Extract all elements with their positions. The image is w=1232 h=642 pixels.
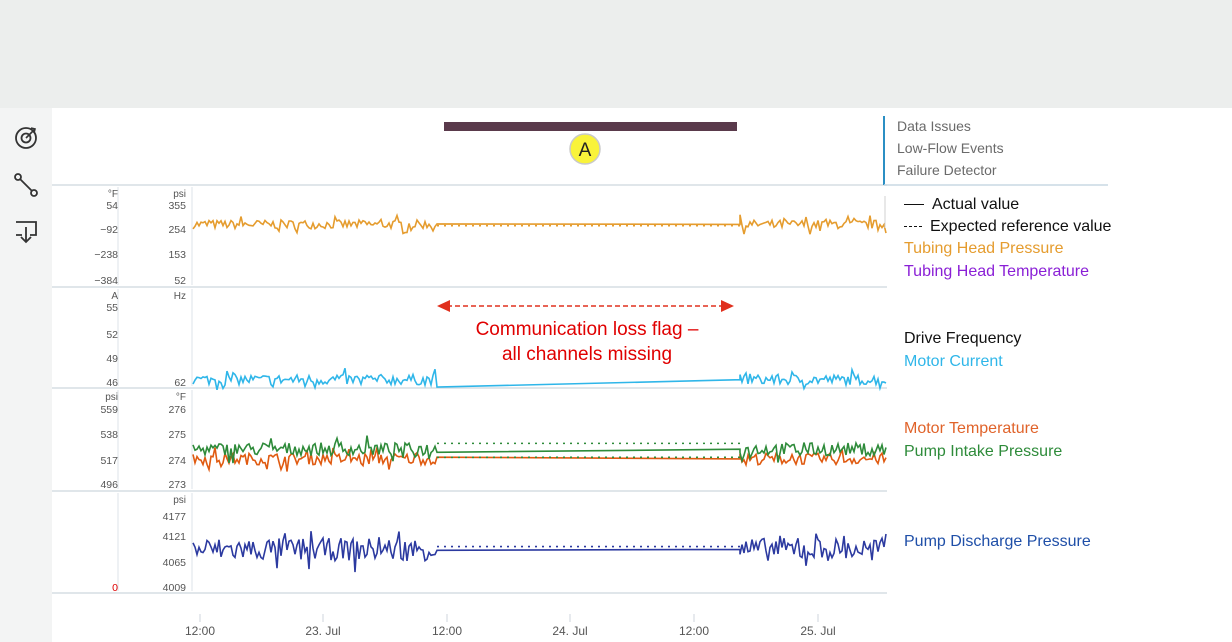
axis-tick-label: 0 — [112, 582, 118, 594]
download-icon[interactable] — [10, 218, 42, 246]
chart-axes: °F54−92−238−384psi35525415352A55524946Hz… — [94, 189, 186, 594]
axis-tick-label: 46 — [106, 377, 118, 389]
axis-tick-label: 153 — [168, 249, 186, 261]
target-icon[interactable] — [10, 124, 42, 152]
data-issue-bar[interactable] — [444, 122, 737, 131]
series-line — [192, 531, 887, 573]
issue-marker-label: A — [579, 140, 592, 161]
annotation-line-1: Communication loss flag – — [476, 319, 699, 340]
axis-tick-label: 274 — [168, 455, 186, 467]
legend-expected-label: Expected reference value — [930, 218, 1112, 235]
axis-unit: psi — [173, 189, 186, 200]
axis-tick-label: 517 — [100, 455, 118, 467]
axis-tick-label: 275 — [168, 429, 186, 441]
axis-tick-label: 54 — [106, 200, 118, 212]
axis-unit: psi — [105, 392, 118, 403]
series-line — [192, 447, 887, 473]
axis-tick-label: 49 — [106, 353, 118, 365]
axis-tick-label: 276 — [168, 404, 186, 416]
series-line — [192, 435, 887, 464]
axis-tick-label: 62 — [174, 377, 186, 389]
issue-item-data-issues[interactable]: Data Issues — [897, 118, 971, 134]
axis-unit: Hz — [174, 291, 186, 302]
axis-tick-label: 254 — [168, 224, 186, 236]
axis-tick-label: 355 — [168, 200, 186, 212]
top-bar — [0, 0, 1232, 108]
legend-motor-current: Motor Current — [904, 353, 1003, 370]
dashed-line-icon — [904, 226, 922, 228]
x-tick-label: 23. Jul — [305, 624, 340, 638]
annotation-line-2: all channels missing — [502, 344, 672, 365]
legend-tubing-head-temperature: Tubing Head Temperature — [904, 263, 1089, 280]
x-tick-label: 12:00 — [185, 624, 215, 638]
communication-loss-arrow — [437, 300, 734, 312]
axis-tick-label: 55 — [106, 302, 118, 314]
axis-tick-label: 4177 — [163, 511, 187, 523]
axis-tick-label: 496 — [100, 479, 118, 491]
legend-drive-frequency: Drive Frequency — [904, 330, 1022, 347]
issue-marker[interactable] — [569, 133, 601, 165]
issue-item-low-flow[interactable]: Low-Flow Events — [897, 140, 1004, 156]
axis-tick-label: 52 — [106, 329, 118, 341]
series-line — [192, 366, 887, 392]
sidebar — [0, 108, 52, 642]
axis-tick-label: 4065 — [163, 557, 187, 569]
axis-tick-label: 559 — [100, 404, 118, 416]
connection-icon[interactable] — [10, 171, 42, 199]
axis-unit: °F — [108, 189, 118, 200]
axis-unit: psi — [173, 495, 186, 506]
axis-tick-label: −384 — [94, 275, 118, 287]
legend-actual-label: Actual value — [932, 196, 1020, 213]
legend-tubing-head-pressure: Tubing Head Pressure — [904, 240, 1064, 257]
axis-tick-label: 4009 — [163, 582, 187, 594]
axis-tick-label: −238 — [94, 249, 118, 261]
legend-pump-discharge-pressure: Pump Discharge Pressure — [904, 533, 1091, 550]
series-line — [192, 213, 887, 236]
x-tick-label: 25. Jul — [800, 624, 835, 638]
x-tick-label: 12:00 — [679, 624, 709, 638]
issue-item-failure-detector[interactable]: Failure Detector — [897, 162, 997, 178]
axis-unit: A — [111, 291, 118, 302]
axis-tick-label: 273 — [168, 479, 186, 491]
legend-motor-temperature: Motor Temperature — [904, 420, 1039, 437]
axis-unit: °F — [176, 392, 186, 403]
x-tick-label: 12:00 — [432, 624, 462, 638]
axis-tick-label: −92 — [100, 224, 118, 236]
solid-line-icon — [904, 204, 924, 206]
axis-tick-label: 52 — [174, 275, 186, 287]
legend-pump-intake-pressure: Pump Intake Pressure — [904, 443, 1063, 460]
axis-tick-label: 4121 — [163, 531, 187, 543]
axis-tick-label: 538 — [100, 429, 118, 441]
x-axis: 12:00 23. Jul 12:00 24. Jul 12:00 25. Jul — [185, 614, 836, 638]
legend-expected: Expected reference value — [904, 218, 1111, 236]
x-tick-label: 24. Jul — [552, 624, 587, 638]
chart-area: °F54−92−238−384psi35525415352A55524946Hz… — [52, 116, 1108, 638]
legend-actual: Actual value — [904, 196, 1019, 214]
chart-grid — [52, 184, 887, 594]
chart-series — [192, 213, 887, 573]
